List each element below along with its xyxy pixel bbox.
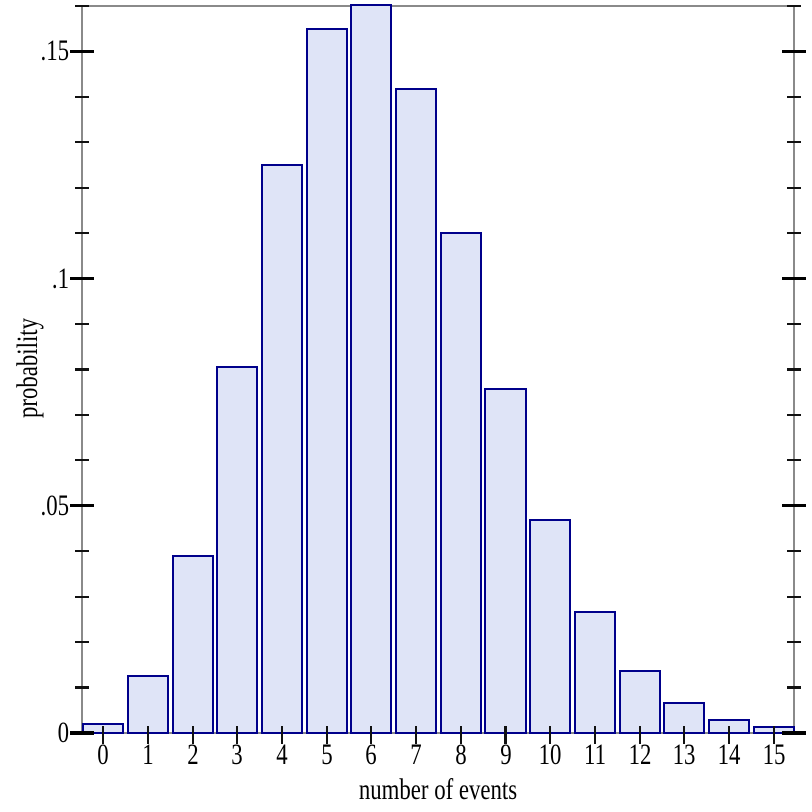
y-minor-tick bbox=[75, 550, 89, 553]
x-tick-label: 4 bbox=[276, 738, 288, 771]
y-minor-tick bbox=[75, 413, 89, 417]
x-tick-label: 2 bbox=[186, 738, 199, 771]
x-tick-label: 15 bbox=[762, 738, 786, 771]
y-major-tick bbox=[70, 277, 94, 281]
x-tick bbox=[325, 726, 328, 744]
x-tick-label: 6 bbox=[365, 738, 378, 771]
bar bbox=[350, 4, 393, 735]
y-major-tick-right bbox=[782, 504, 806, 508]
bar bbox=[618, 669, 661, 735]
x-tick-label: 1 bbox=[142, 738, 154, 771]
x-tick bbox=[191, 726, 194, 744]
y-major-tick bbox=[70, 504, 94, 508]
y-major-tick bbox=[70, 731, 94, 735]
y-minor-tick-right bbox=[787, 4, 801, 8]
x-tick-label: 9 bbox=[499, 738, 512, 771]
x-tick bbox=[727, 726, 731, 744]
y-minor-tick-right bbox=[787, 413, 801, 417]
bar bbox=[171, 554, 214, 735]
y-minor-tick-right bbox=[787, 186, 801, 189]
x-tick-label: 14 bbox=[717, 738, 741, 771]
y-axis-title: probability bbox=[11, 317, 44, 419]
y-minor-tick-right bbox=[787, 459, 801, 462]
x-tick bbox=[772, 726, 775, 744]
x-tick-label: 0 bbox=[97, 738, 109, 771]
y-minor-tick bbox=[75, 95, 89, 98]
bar bbox=[573, 611, 616, 735]
x-axis-title: number of events bbox=[358, 773, 518, 806]
x-tick bbox=[146, 726, 149, 744]
y-minor-tick bbox=[75, 4, 89, 8]
x-tick-label: 7 bbox=[410, 738, 422, 771]
x-tick-label: 12 bbox=[628, 738, 651, 771]
y-tick-label: 0 bbox=[57, 716, 69, 749]
y-minor-tick-right bbox=[787, 322, 801, 326]
y-minor-tick bbox=[75, 232, 89, 235]
x-tick-label: 5 bbox=[320, 738, 333, 771]
top-frame-line bbox=[80, 4, 796, 8]
x-tick bbox=[549, 726, 552, 744]
x-tick-label: 8 bbox=[455, 738, 467, 771]
bar bbox=[216, 365, 259, 735]
y-minor-tick bbox=[75, 322, 89, 326]
x-tick bbox=[280, 726, 284, 744]
y-minor-tick-right bbox=[787, 550, 801, 553]
bar bbox=[529, 518, 572, 735]
x-tick bbox=[236, 726, 239, 744]
y-tick-label: .1 bbox=[51, 261, 69, 295]
y-minor-tick bbox=[75, 595, 89, 598]
x-tick bbox=[459, 726, 462, 744]
y-minor-tick bbox=[75, 459, 89, 462]
bar bbox=[395, 87, 438, 735]
bar bbox=[484, 387, 527, 735]
bar bbox=[305, 28, 348, 735]
y-major-tick-right bbox=[782, 731, 806, 735]
bar bbox=[260, 164, 304, 735]
x-tick bbox=[102, 726, 105, 744]
x-tick-label: 11 bbox=[583, 738, 606, 771]
y-minor-tick bbox=[75, 686, 89, 689]
x-tick bbox=[593, 726, 596, 744]
y-major-tick bbox=[70, 49, 94, 54]
bar bbox=[126, 674, 169, 735]
y-minor-tick-right bbox=[787, 368, 801, 371]
x-axis-line bbox=[80, 731, 796, 735]
y-minor-tick-right bbox=[787, 641, 801, 644]
x-tick-label: 3 bbox=[231, 738, 243, 771]
y-minor-tick-right bbox=[787, 595, 801, 598]
bar bbox=[439, 232, 482, 735]
x-tick bbox=[415, 726, 418, 744]
x-tick bbox=[638, 726, 641, 744]
x-tick bbox=[370, 726, 373, 744]
y-tick-label: .05 bbox=[40, 488, 70, 522]
y-tick-label: .15 bbox=[40, 34, 70, 68]
y-minor-tick bbox=[75, 141, 89, 144]
y-minor-tick bbox=[75, 368, 89, 371]
x-tick-label: 10 bbox=[538, 738, 562, 771]
y-minor-tick-right bbox=[787, 232, 801, 235]
y-minor-tick-right bbox=[787, 686, 801, 689]
x-tick-label: 13 bbox=[672, 738, 696, 771]
y-minor-tick bbox=[75, 641, 89, 644]
y-major-tick-right bbox=[782, 277, 806, 281]
y-minor-tick bbox=[75, 186, 89, 189]
x-tick bbox=[683, 726, 686, 744]
x-tick bbox=[504, 726, 507, 744]
y-minor-tick-right bbox=[787, 95, 801, 98]
y-major-tick-right bbox=[782, 49, 806, 54]
y-minor-tick-right bbox=[787, 141, 801, 144]
